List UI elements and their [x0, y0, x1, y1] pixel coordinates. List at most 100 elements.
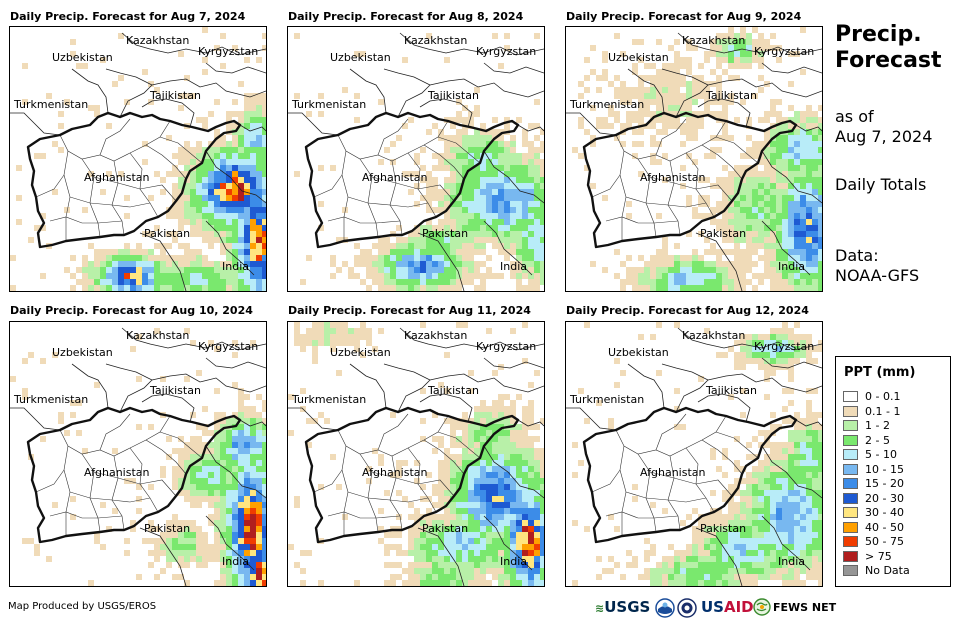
precip-cell — [662, 255, 668, 261]
precip-cell — [336, 328, 342, 334]
precip-cell — [734, 39, 740, 45]
precip-cell — [584, 526, 590, 532]
precip-cell — [178, 532, 184, 538]
precip-cell — [722, 352, 728, 358]
precip-cell — [172, 267, 178, 273]
precip-cell — [456, 568, 462, 574]
precip-cell — [372, 261, 378, 267]
precip-cell — [662, 574, 668, 580]
country-label: India — [222, 260, 249, 273]
precip-cell — [256, 466, 262, 472]
precip-cell — [752, 562, 758, 568]
precip-cell — [698, 580, 704, 586]
precip-cell — [516, 550, 522, 556]
precip-cell — [58, 111, 64, 117]
precip-cell — [202, 231, 208, 237]
precip-cell — [516, 213, 522, 219]
precip-cell — [806, 285, 812, 291]
precip-cell — [528, 243, 534, 249]
precip-cell — [674, 243, 680, 249]
precip-cell — [100, 502, 106, 508]
precip-cell — [770, 45, 776, 51]
precip-cell — [232, 243, 238, 249]
precip-cell — [366, 328, 372, 334]
precip-cell — [734, 225, 740, 231]
precip-cell — [794, 195, 800, 201]
precip-cell — [686, 123, 692, 129]
precip-cell — [444, 352, 450, 358]
precip-cell — [202, 171, 208, 177]
precip-cell — [794, 538, 800, 544]
precip-cell — [782, 388, 788, 394]
precip-cell — [686, 81, 692, 87]
precip-cell — [444, 388, 450, 394]
precip-cell — [764, 201, 770, 207]
precip-cell — [330, 328, 336, 334]
precip-cell — [184, 532, 190, 538]
precip-cell — [692, 508, 698, 514]
precip-cell — [348, 334, 354, 340]
country-border — [205, 62, 266, 74]
precip-cell — [782, 189, 788, 195]
precip-cell — [770, 111, 776, 117]
precip-cell — [662, 117, 668, 123]
precip-cell — [510, 165, 516, 171]
precip-cell — [438, 496, 444, 502]
precip-cell — [516, 496, 522, 502]
precip-cell — [728, 99, 734, 105]
usaid-logo: USAID — [701, 598, 754, 616]
precip-cell — [250, 279, 256, 285]
precip-cell — [716, 249, 722, 255]
precip-cell — [178, 189, 184, 195]
province-border — [371, 176, 455, 202]
precip-cell — [788, 556, 794, 562]
precip-cell — [256, 189, 262, 195]
precip-cell — [794, 424, 800, 430]
precip-cell — [256, 502, 262, 508]
precip-cell — [244, 279, 250, 285]
province-border — [423, 439, 465, 475]
precip-cell — [510, 412, 516, 418]
precip-cell — [800, 267, 806, 273]
precip-cell — [190, 454, 196, 460]
precip-cell — [172, 279, 178, 285]
precip-cell — [40, 436, 46, 442]
precip-cell — [668, 544, 674, 550]
precip-cell — [752, 237, 758, 243]
precip-cell — [734, 51, 740, 57]
precip-cell — [668, 81, 674, 87]
precip-cell — [522, 550, 528, 556]
precip-cell — [794, 340, 800, 346]
precip-cell — [468, 472, 474, 478]
precip-cell — [504, 394, 510, 400]
precip-cell — [184, 201, 190, 207]
legend-swatch — [843, 449, 858, 460]
precip-cell — [318, 334, 324, 340]
precip-cell — [818, 508, 822, 514]
precip-cell — [782, 364, 788, 370]
precip-cell — [782, 207, 788, 213]
precip-cell — [214, 412, 220, 418]
precip-cell — [800, 490, 806, 496]
precip-cell — [178, 448, 184, 454]
precip-cell — [806, 237, 812, 243]
precip-cell — [142, 255, 148, 261]
precip-cell — [226, 261, 232, 267]
precip-cell — [788, 544, 794, 550]
precip-cell — [22, 358, 28, 364]
precip-cell — [486, 213, 492, 219]
precip-cell — [716, 99, 722, 105]
precip-cell — [752, 219, 758, 225]
precip-cell — [752, 45, 758, 51]
precip-cell — [232, 261, 238, 267]
precip-cell — [474, 285, 480, 291]
country-border — [627, 363, 665, 409]
precip-cell — [420, 147, 426, 153]
precip-cell — [528, 412, 534, 418]
precip-cell — [540, 490, 544, 496]
precip-cell — [638, 285, 644, 291]
precip-cell — [510, 328, 516, 334]
precip-cell — [262, 550, 266, 556]
precip-cell — [528, 508, 534, 514]
precip-cell — [758, 225, 764, 231]
